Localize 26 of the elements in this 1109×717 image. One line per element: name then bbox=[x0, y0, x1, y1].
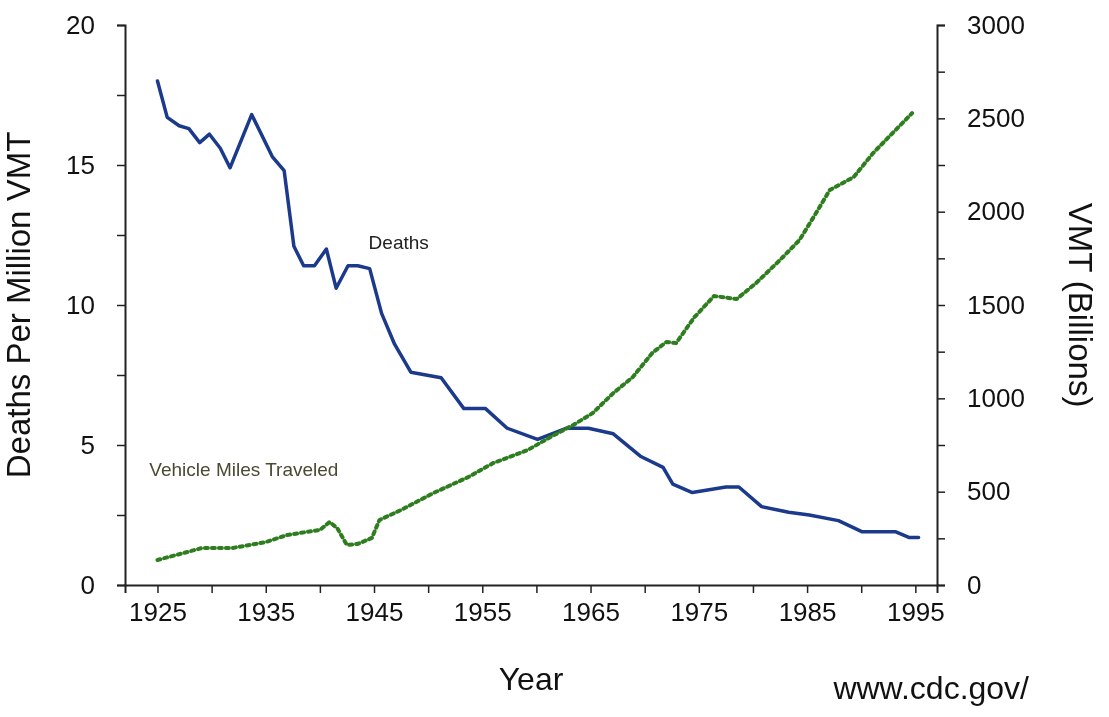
x-tick-label: 1935 bbox=[237, 597, 296, 628]
text: www.cdc.gov/ bbox=[832, 670, 1030, 706]
y2-axis-title: VMT (Billions) bbox=[1062, 202, 1099, 408]
y2-tick-label: 1500 bbox=[967, 289, 1025, 320]
y-tick-label: 20 bbox=[66, 9, 95, 40]
x-tick-label: 1985 bbox=[778, 597, 837, 628]
y-axis-title: Deaths Per Million VMT bbox=[0, 131, 37, 479]
x-tick-label: 1955 bbox=[453, 597, 512, 628]
x-tick-label: 1965 bbox=[562, 597, 620, 628]
y-tick-label: 5 bbox=[80, 429, 95, 460]
x-tick-label: 1975 bbox=[670, 597, 729, 628]
y2-tick-label: 1000 bbox=[967, 383, 1025, 414]
x-tick-label: 1945 bbox=[345, 597, 404, 628]
x-axis-title: Year bbox=[498, 661, 564, 697]
y-tick-label: 0 bbox=[80, 569, 95, 600]
y-tick-label: 15 bbox=[66, 149, 95, 180]
x-tick-label: 1995 bbox=[886, 597, 945, 628]
y2-tick-label: 2500 bbox=[967, 103, 1025, 134]
series-label: Deaths bbox=[368, 232, 429, 253]
text: Vehicle Miles Traveled bbox=[149, 458, 339, 480]
y2-tick-label: 0 bbox=[967, 569, 982, 600]
y2-tick-label: 500 bbox=[967, 476, 1011, 507]
y2-tick-label: 2000 bbox=[967, 196, 1025, 227]
y-tick-label: 10 bbox=[66, 289, 95, 320]
x-tick-label: 1925 bbox=[129, 597, 187, 628]
y2-tick-label: 3000 bbox=[967, 9, 1025, 40]
